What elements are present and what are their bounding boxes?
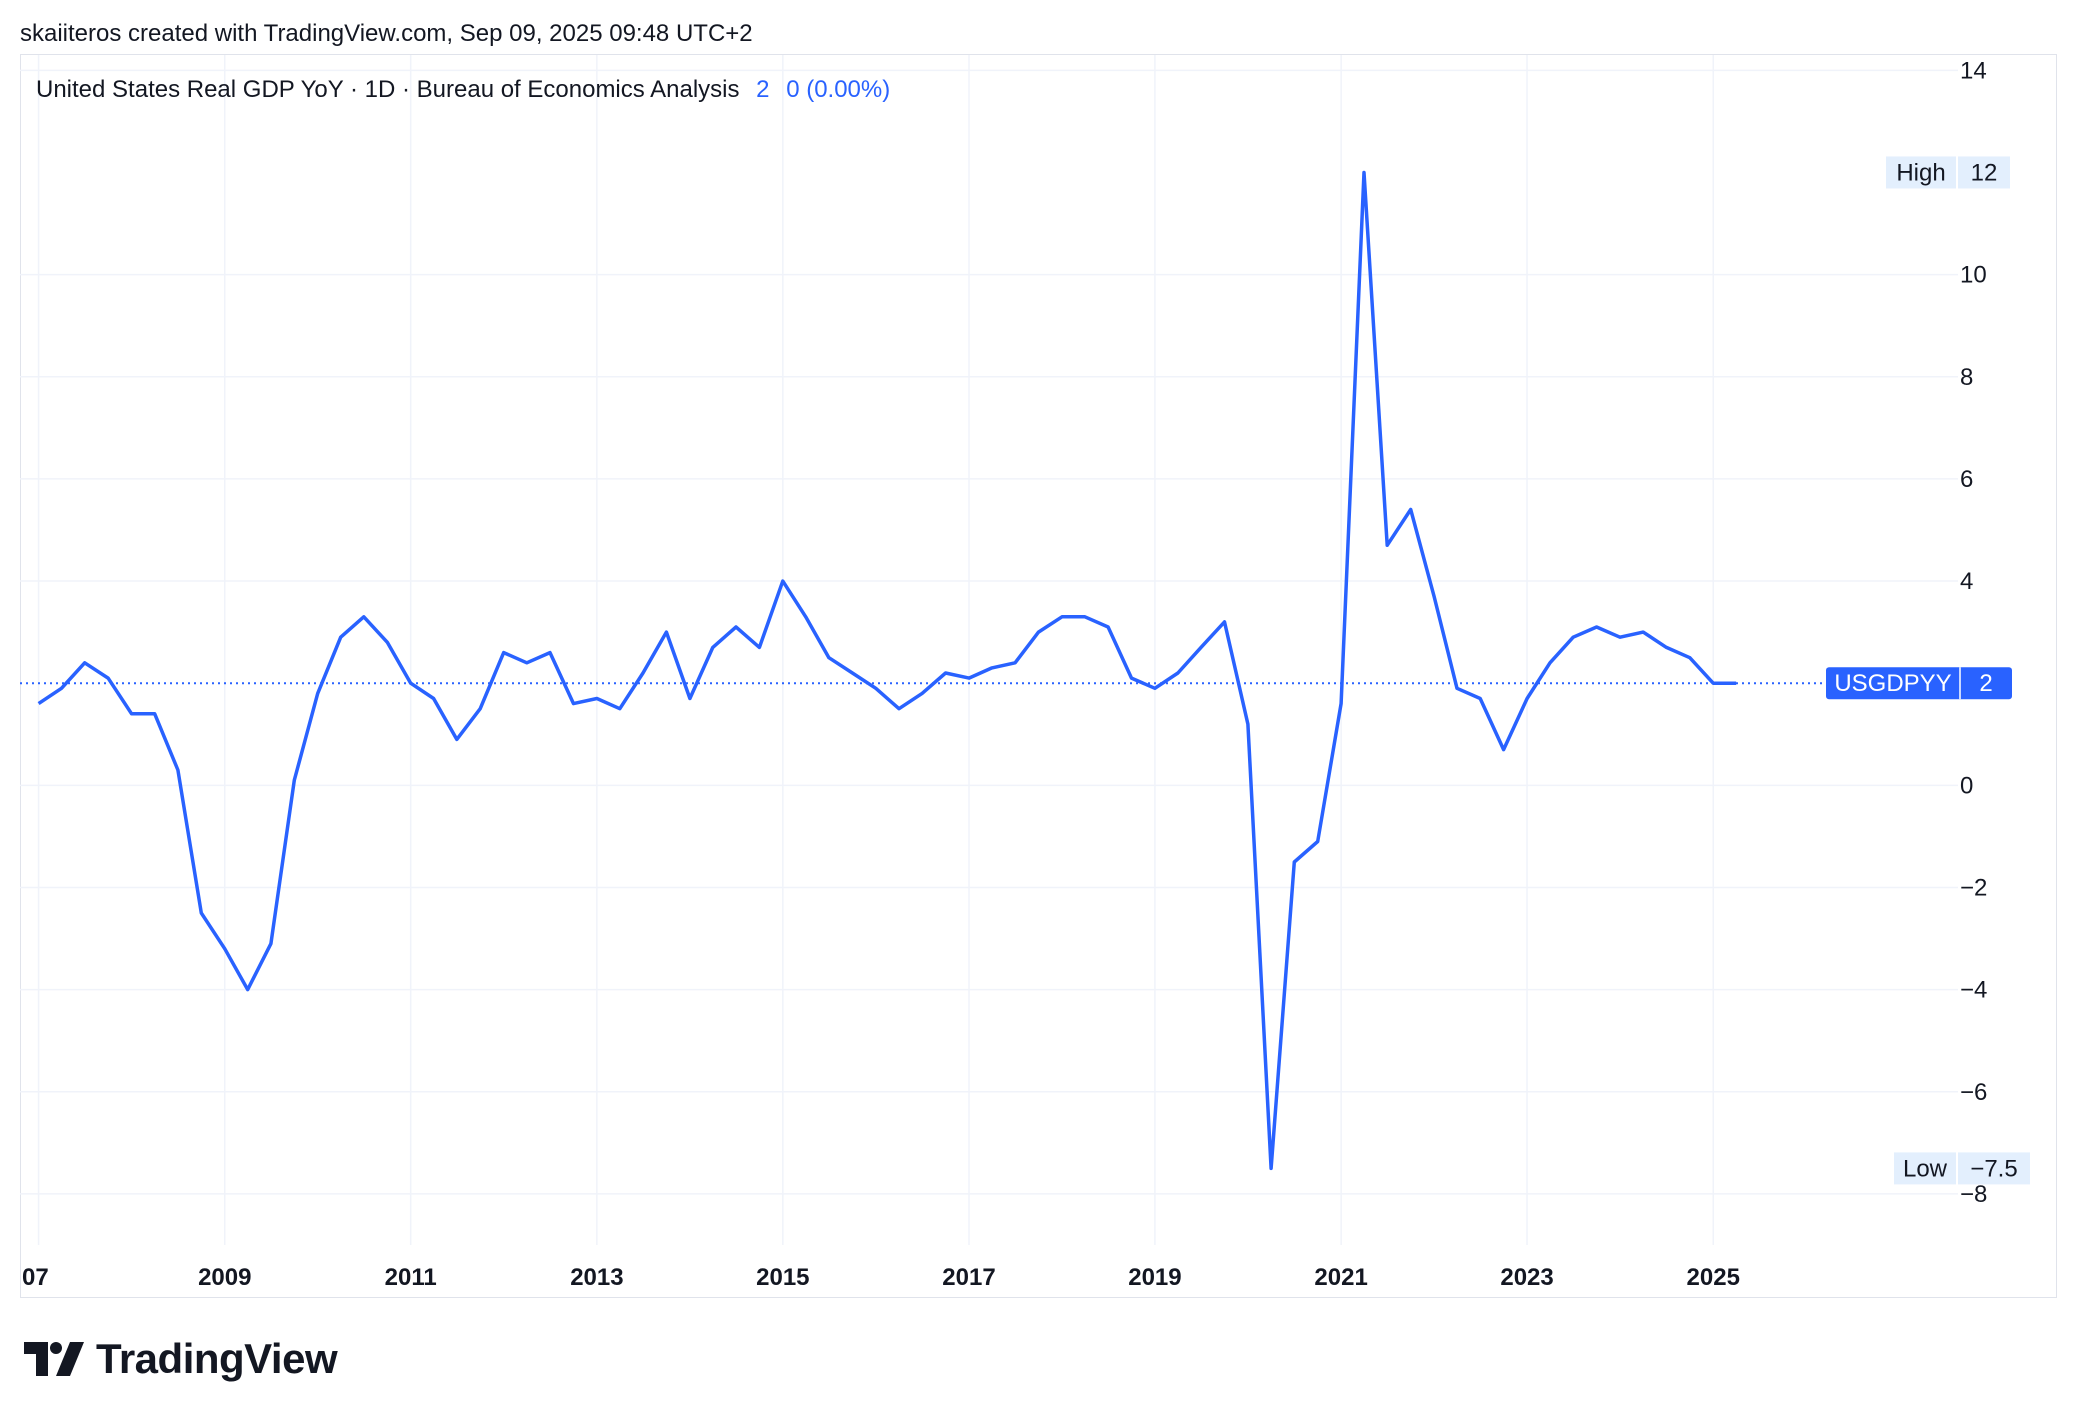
low-label-text: Low: [1903, 1155, 1948, 1182]
tradingview-logo-text: TradingView: [96, 1335, 338, 1382]
y-tick-label: −6: [1960, 1079, 1987, 1106]
legend-change: 0 (0.00%): [786, 76, 891, 103]
symbol-label-value: 2: [1979, 670, 1992, 697]
chart-area[interactable]: [20, 54, 2057, 1298]
low-label-text-bg: [1894, 1152, 1956, 1185]
y-tick-label: 14: [1960, 57, 1987, 84]
x-tick-label: 2013: [570, 1264, 623, 1291]
legend-value: 2: [756, 76, 770, 103]
x-axis[interactable]: 07 2009 2011 2013 2015 2017 2019 2021 2023 2025: [22, 1264, 1740, 1291]
low-label: Low −7.5: [1894, 1152, 2030, 1185]
x-tick-label: 2009: [198, 1264, 251, 1291]
series-layer: [20, 170, 1958, 1171]
grid-lines: [20, 55, 1958, 1245]
x-tick-label: 2023: [1500, 1264, 1553, 1291]
symbol-price-label[interactable]: USGDPYY 2: [1826, 667, 2012, 700]
y-axis[interactable]: 14 10 8 6 4 0 −2 −4 −6 −8: [1960, 57, 1987, 1208]
x-tick-label: 2021: [1314, 1264, 1367, 1291]
y-tick-label: 10: [1960, 262, 1987, 289]
tradingview-logo-icon: [24, 1342, 84, 1376]
chart-credit: skaiiteros created with TradingView.com,…: [20, 20, 753, 47]
series-legend[interactable]: United States Real GDP YoY · 1D · Bureau…: [36, 76, 890, 104]
x-tick-label: 2025: [1687, 1264, 1740, 1291]
high-label-value-bg: [1958, 156, 2010, 189]
low-label-value-bg: [1958, 1152, 2030, 1185]
x-tick-label: 2019: [1128, 1264, 1181, 1291]
symbol-label-bg: [1826, 667, 2012, 700]
y-tick-label: −4: [1960, 977, 1987, 1004]
symbol-label-text: USGDPYY: [1834, 670, 1951, 697]
high-label-text: High: [1896, 159, 1945, 186]
x-tick-label: 2017: [942, 1264, 995, 1291]
high-label-value: 12: [1971, 159, 1998, 186]
x-tick-label: 2011: [385, 1264, 437, 1291]
y-tick-label: 4: [1960, 568, 1973, 595]
high-label: High 12: [1886, 156, 2010, 189]
y-tick-label: −2: [1960, 874, 1987, 901]
x-tick-label: 07: [22, 1264, 49, 1291]
series-line-usgdpyy[interactable]: [37, 170, 1737, 1171]
y-tick-label: 0: [1960, 772, 1973, 799]
y-tick-label: 8: [1960, 364, 1973, 391]
x-tick-label: 2015: [756, 1264, 809, 1291]
high-label-text-bg: [1886, 156, 1956, 189]
y-tick-label: 6: [1960, 466, 1973, 493]
legend-title: United States Real GDP YoY · 1D · Bureau…: [36, 76, 740, 103]
tradingview-logo[interactable]: TradingView: [24, 1335, 338, 1383]
low-label-value: −7.5: [1970, 1155, 2017, 1182]
y-tick-label: −8: [1960, 1181, 1987, 1208]
